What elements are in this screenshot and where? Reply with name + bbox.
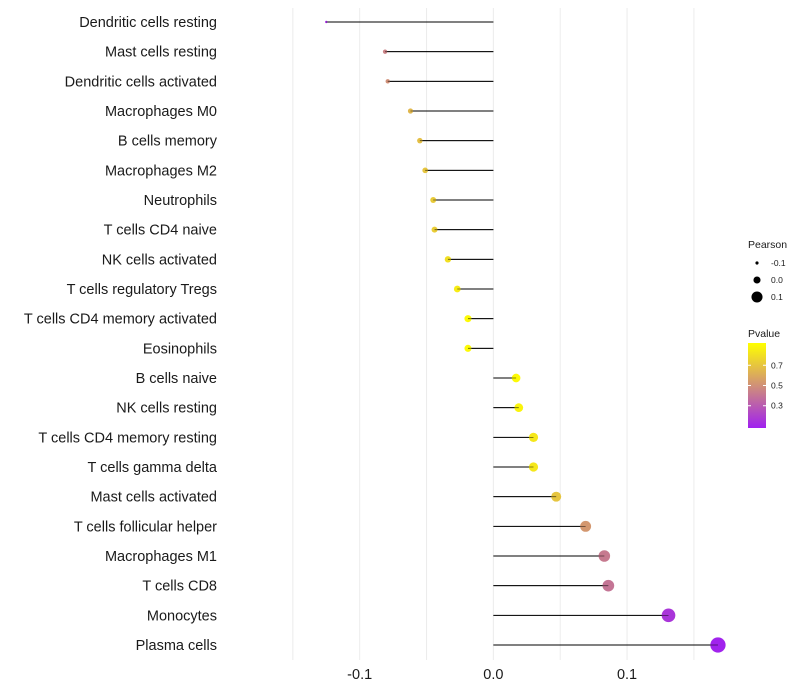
category-label: T cells gamma delta [88,460,218,476]
category-labels: Dendritic cells resting Mast cells restin… [24,15,218,654]
category-label: Mast cells activated [90,490,217,506]
legend-size-title: Pearson [748,239,787,251]
category-label: Plasma cells [136,638,217,654]
size-legend-dot [753,276,761,284]
legend-color-title: Pvalue [748,328,780,340]
color-legend-label: 0.3 [771,401,783,411]
category-label: T cells CD4 naive [104,223,217,239]
grid-lines [292,8,695,660]
x-axis-ticks: -0.1 0.0 0.1 [347,667,637,683]
size-legend-dot [751,291,763,303]
category-label: T cells CD4 memory activated [24,312,217,328]
category-label: Macrophages M2 [105,163,217,179]
color-legend-ticks: 0.7 0.5 0.3 [748,360,783,411]
size-legend-label: 0.1 [771,292,783,302]
category-label: B cells memory [118,134,218,150]
x-tick-label: 0.1 [617,667,637,683]
lollipop-stems [326,21,718,646]
legend: Pearson -0.1 0.0 0.1 Pvalue 0.7 0.5 0.3 [748,239,787,428]
category-label: NK cells resting [116,401,217,417]
x-tick-label: 0.0 [483,667,503,683]
category-label: T cells CD8 [142,579,217,595]
size-legend-label: -0.1 [771,258,786,268]
category-label: B cells naive [136,371,217,387]
category-label: Eosinophils [143,341,217,357]
lollipop-point [661,608,676,623]
category-label: Macrophages M1 [105,549,217,565]
category-label: T cells CD4 memory resting [38,430,217,446]
category-label: T cells regulatory Tregs [67,282,217,298]
category-label: NK cells activated [102,252,217,268]
category-label: Macrophages M0 [105,104,217,120]
lollipop-point [514,403,524,413]
size-legend-label: 0.0 [771,275,783,285]
category-label: Mast cells resting [105,45,217,61]
category-label: Neutrophils [144,193,217,209]
lollipop-points [325,20,726,653]
color-legend-label: 0.7 [771,360,783,370]
category-label: Dendritic cells activated [65,74,217,90]
size-legend-dot [755,261,759,265]
lollipop-point [602,579,615,592]
color-legend-label: 0.5 [771,381,783,391]
category-label: Monocytes [147,608,217,624]
color-bar [748,343,766,428]
category-label: Dendritic cells resting [79,15,217,31]
x-tick-label: -0.1 [347,667,372,683]
category-label: T cells follicular helper [74,519,217,535]
size-legend-items: -0.1 0.0 0.1 [751,258,786,303]
